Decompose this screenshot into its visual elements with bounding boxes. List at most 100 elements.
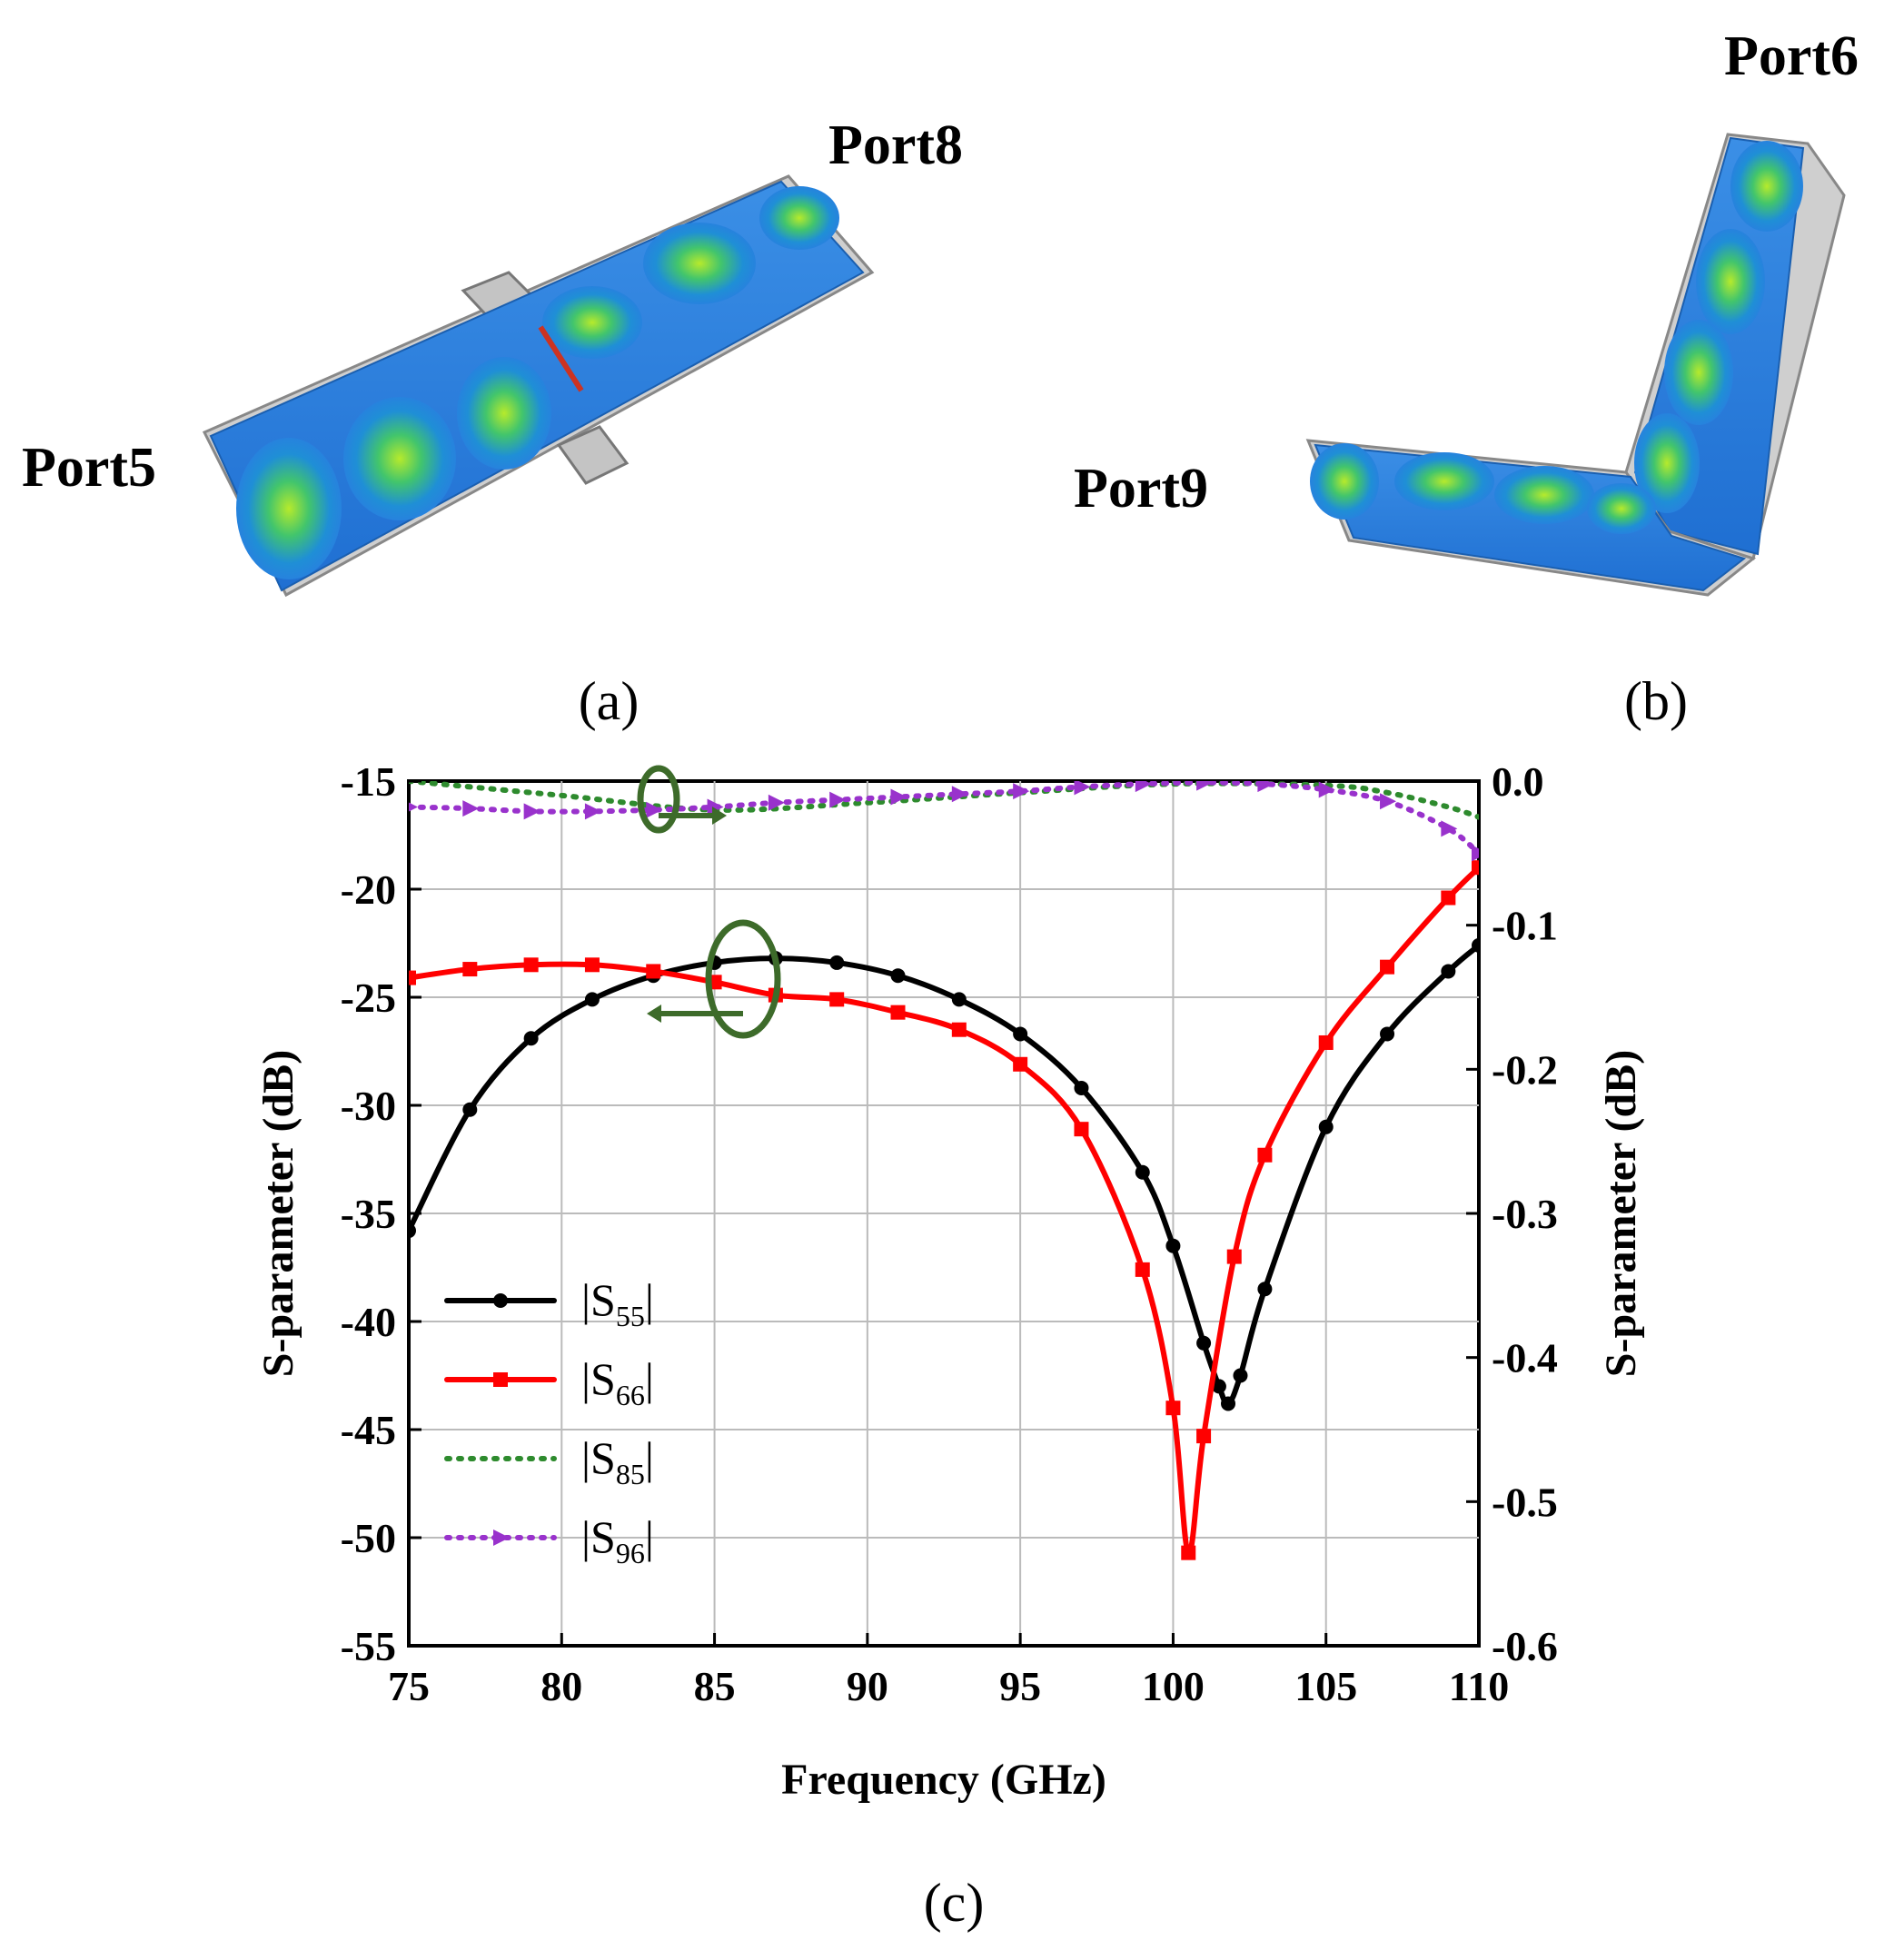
left-axis-annotation xyxy=(647,919,781,1039)
series-layer xyxy=(409,781,1479,1560)
data-point-square xyxy=(1074,1122,1089,1137)
data-point-square xyxy=(1257,1147,1273,1163)
legend: |S55| |S66| |S85| |S96| xyxy=(444,1274,654,1569)
data-point-square xyxy=(1441,890,1456,906)
y-right-tick-label: -0.1 xyxy=(1492,903,1558,949)
series-line xyxy=(409,865,1479,1556)
series-66 xyxy=(409,860,1479,1560)
panel-b: Port6 Port9 (b) xyxy=(1074,25,1859,731)
data-point-square xyxy=(493,1372,508,1387)
series-55 xyxy=(409,937,1479,1411)
data-point-triangle xyxy=(1013,783,1030,800)
x-tick-label: 100 xyxy=(1142,1663,1205,1709)
data-point-square xyxy=(890,1005,906,1020)
series-96 xyxy=(409,781,1479,862)
series-line xyxy=(409,781,1479,856)
y-right-tick-label: -0.2 xyxy=(1492,1046,1558,1093)
x-tick-label: 90 xyxy=(847,1663,888,1709)
data-point-triangle xyxy=(829,791,847,808)
data-point-square xyxy=(1196,1429,1212,1444)
y-right-tick-label: -0.4 xyxy=(1492,1335,1558,1381)
y-left-tick-label: -50 xyxy=(341,1515,396,1561)
data-point-triangle xyxy=(493,1529,510,1546)
port6-label: Port6 xyxy=(1724,25,1859,87)
data-point-square xyxy=(584,957,600,973)
data-point-square xyxy=(409,970,416,985)
data-point-triangle xyxy=(409,802,418,812)
data-point-square xyxy=(1380,959,1395,975)
data-point-triangle xyxy=(768,794,785,811)
data-point-triangle xyxy=(707,798,724,816)
data-point-circle xyxy=(951,992,967,1007)
port9-label: Port9 xyxy=(1074,458,1208,520)
x-tick-label: 80 xyxy=(540,1663,582,1709)
y-right-tick-label: -0.6 xyxy=(1492,1623,1558,1669)
y-left-tick-label: -15 xyxy=(341,758,396,805)
data-point-triangle xyxy=(1472,845,1479,862)
data-point-circle xyxy=(1135,1164,1150,1180)
data-point-triangle xyxy=(584,803,601,820)
waveguide-3d-render-b xyxy=(1305,133,1846,597)
x-tick-label: 95 xyxy=(999,1663,1041,1709)
data-point-circle xyxy=(409,1223,416,1239)
y-left-tick-label: -25 xyxy=(341,975,396,1021)
data-point-square xyxy=(1318,1034,1334,1050)
y-axis-title-right: S-parameter (dB) xyxy=(1597,1050,1645,1377)
data-point-square xyxy=(1165,1401,1181,1416)
data-point-triangle xyxy=(1318,781,1335,798)
data-point-triangle xyxy=(1135,781,1152,793)
caption-b: (b) xyxy=(1624,671,1688,731)
data-point-triangle xyxy=(1441,820,1458,837)
x-axis-title: Frequency (GHz) xyxy=(781,1756,1106,1804)
y-left-tick-label: -40 xyxy=(341,1299,396,1345)
x-tick-label: 105 xyxy=(1294,1663,1357,1709)
data-point-circle xyxy=(1165,1238,1181,1253)
x-tick-label: 110 xyxy=(1449,1663,1509,1709)
data-point-circle xyxy=(829,955,845,970)
data-point-circle xyxy=(462,1102,478,1117)
y-left-tick-label: -30 xyxy=(341,1083,396,1129)
data-point-square xyxy=(646,964,661,979)
data-point-square xyxy=(1013,1056,1028,1072)
port5-label: Port5 xyxy=(22,437,156,499)
data-point-circle xyxy=(1380,1026,1395,1042)
panel-a: Port5 Port8 (a) xyxy=(22,114,963,731)
legend-item-96: |S96| xyxy=(444,1511,654,1569)
data-point-triangle xyxy=(1257,781,1274,793)
data-point-square xyxy=(1181,1545,1196,1560)
y-left-tick-label: -35 xyxy=(341,1191,396,1237)
data-point-triangle xyxy=(1074,781,1091,796)
y-right-tick-label: -0.3 xyxy=(1492,1191,1558,1237)
ticks: 75 80 85 90 95 100 105 110 -15 -20 -25 -30 -35 -40 -45… xyxy=(341,758,1558,1709)
data-point-circle xyxy=(890,968,906,984)
data-point-square xyxy=(1226,1249,1242,1264)
data-point-triangle xyxy=(1196,781,1214,791)
x-tick-label: 75 xyxy=(388,1663,430,1709)
x-tick-label: 85 xyxy=(694,1663,736,1709)
data-point-square xyxy=(829,992,845,1007)
data-point-circle xyxy=(1472,937,1479,953)
data-point-circle xyxy=(1221,1396,1236,1411)
data-point-circle xyxy=(1074,1080,1089,1095)
y-left-tick-label: -55 xyxy=(341,1623,396,1669)
data-point-triangle xyxy=(951,786,968,803)
legend-label: |S85| xyxy=(581,1432,654,1490)
data-point-circle xyxy=(584,992,600,1007)
legend-label: |S96| xyxy=(581,1511,654,1569)
legend-label: |S55| xyxy=(581,1274,654,1332)
y-left-tick-label: -45 xyxy=(341,1407,396,1453)
data-point-square xyxy=(951,1022,967,1037)
right-axis-annotation xyxy=(637,765,727,834)
y-axis-title-left: S-parameter (dB) xyxy=(254,1050,302,1377)
data-point-circle xyxy=(1257,1282,1273,1297)
port8-label: Port8 xyxy=(828,114,963,176)
legend-item-55: |S55| xyxy=(444,1274,654,1332)
grid xyxy=(409,781,1479,1646)
data-point-square xyxy=(523,957,539,973)
data-point-circle xyxy=(493,1293,508,1308)
y-right-tick-label: 0.0 xyxy=(1492,758,1544,805)
legend-item-66: |S66| xyxy=(444,1353,654,1411)
legend-item-85: |S85| xyxy=(444,1432,654,1490)
data-point-circle xyxy=(1318,1119,1334,1134)
